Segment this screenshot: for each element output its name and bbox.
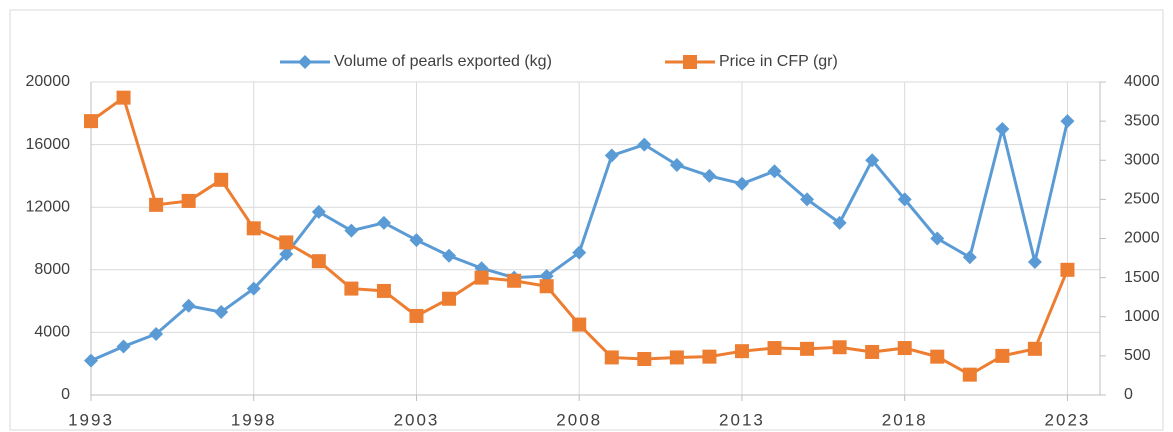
point bbox=[311, 204, 326, 219]
point bbox=[995, 121, 1010, 136]
point bbox=[214, 172, 229, 187]
point bbox=[669, 350, 684, 365]
point bbox=[930, 349, 945, 364]
point bbox=[149, 326, 164, 341]
point bbox=[832, 215, 847, 230]
point bbox=[767, 164, 782, 179]
x-tick-label: 2003 bbox=[394, 410, 440, 429]
point bbox=[409, 308, 424, 323]
point bbox=[865, 344, 880, 359]
point bbox=[702, 349, 717, 364]
point bbox=[539, 279, 554, 294]
y2-tick-label: 2000 bbox=[1124, 230, 1160, 247]
point bbox=[376, 283, 391, 298]
chart-frame bbox=[9, 9, 1164, 431]
point bbox=[246, 221, 261, 236]
legend-marker bbox=[298, 55, 312, 69]
y-tick-label: 4000 bbox=[34, 324, 70, 341]
x-tick-label: 2023 bbox=[1045, 410, 1091, 429]
point bbox=[442, 248, 457, 263]
point bbox=[149, 197, 164, 212]
point bbox=[637, 352, 652, 367]
x-tick-label: 2018 bbox=[882, 410, 928, 429]
point bbox=[279, 235, 294, 250]
point bbox=[930, 231, 945, 246]
point bbox=[344, 223, 359, 238]
y2-tick-label: 500 bbox=[1124, 347, 1151, 364]
x-tick-label: 1993 bbox=[68, 410, 114, 429]
point bbox=[214, 305, 229, 320]
point bbox=[507, 273, 522, 288]
y-tick-label: 0 bbox=[61, 386, 70, 403]
point bbox=[702, 168, 717, 183]
point bbox=[800, 192, 815, 207]
point bbox=[116, 90, 131, 105]
y2-tick-label: 1000 bbox=[1124, 308, 1160, 325]
point bbox=[279, 247, 294, 262]
point bbox=[604, 148, 619, 163]
point bbox=[1027, 254, 1042, 269]
point bbox=[897, 341, 912, 356]
y2-tick-label: 4000 bbox=[1124, 73, 1160, 90]
y2-tick-label: 3000 bbox=[1124, 151, 1160, 168]
point bbox=[84, 114, 98, 129]
point bbox=[246, 281, 261, 296]
point bbox=[897, 192, 912, 207]
point bbox=[962, 250, 977, 265]
point bbox=[800, 341, 815, 356]
point bbox=[474, 270, 489, 285]
y2-tick-label: 1500 bbox=[1124, 269, 1160, 286]
x-tick-label: 2013 bbox=[719, 410, 765, 429]
legend-label: Volume of pearls exported (kg) bbox=[334, 53, 552, 70]
point bbox=[311, 254, 326, 269]
point bbox=[84, 353, 98, 368]
point bbox=[734, 344, 749, 359]
x-tick-label: 2008 bbox=[556, 410, 602, 429]
point bbox=[637, 137, 652, 152]
point bbox=[1027, 341, 1042, 356]
point bbox=[767, 341, 782, 356]
point bbox=[572, 245, 587, 260]
y2-tick-label: 0 bbox=[1124, 386, 1133, 403]
point bbox=[1060, 262, 1075, 277]
point bbox=[181, 193, 196, 208]
y2-tick-label: 3500 bbox=[1124, 112, 1160, 129]
legend-label: Price in CFP (gr) bbox=[719, 53, 838, 70]
y2-tick-label: 2500 bbox=[1124, 191, 1160, 208]
point bbox=[865, 153, 880, 168]
y-tick-label: 20000 bbox=[26, 73, 71, 90]
point bbox=[995, 348, 1010, 363]
legend-marker bbox=[683, 55, 697, 69]
point bbox=[962, 367, 977, 382]
point bbox=[604, 350, 619, 365]
point bbox=[116, 339, 131, 354]
point bbox=[409, 233, 424, 248]
x-tick-label: 1998 bbox=[231, 410, 277, 429]
point bbox=[1060, 114, 1075, 129]
point bbox=[734, 176, 749, 191]
y-tick-label: 12000 bbox=[26, 198, 71, 215]
y-tick-label: 8000 bbox=[34, 261, 70, 278]
point bbox=[669, 157, 684, 172]
point bbox=[832, 340, 847, 355]
point bbox=[442, 291, 457, 306]
point bbox=[572, 317, 587, 332]
point bbox=[344, 281, 359, 296]
point bbox=[181, 298, 196, 313]
point bbox=[376, 215, 391, 230]
y-tick-label: 16000 bbox=[26, 136, 71, 153]
